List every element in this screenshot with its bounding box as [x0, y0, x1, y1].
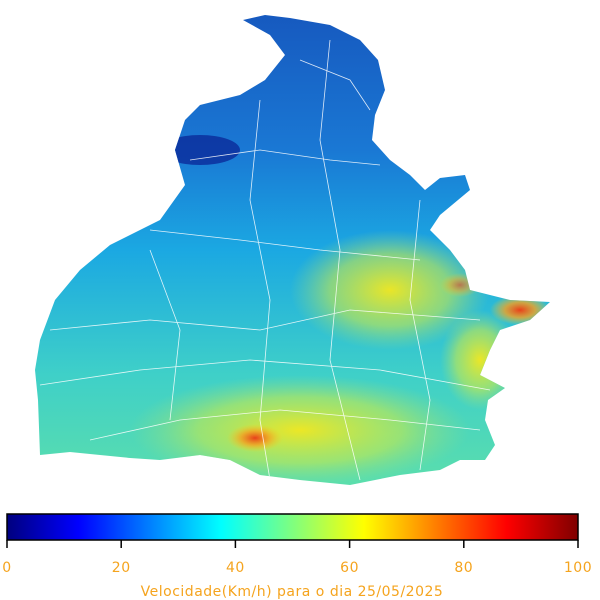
colorbar-tick-label: 40: [226, 560, 245, 576]
colorbar-tick-label: 100: [564, 560, 592, 576]
colorbar-tick-label: 20: [112, 560, 131, 576]
colorbar-label: Velocidade(Km/h) para o dia 25/05/2025: [141, 584, 444, 600]
wind-map: [35, 15, 550, 485]
colorbar-tick-label: 0: [2, 560, 11, 576]
colorbar-tick-label: 80: [454, 560, 473, 576]
colorbar-gradient: [6, 513, 579, 541]
colorbar-tick-label: 60: [340, 560, 359, 576]
colorbar: 0 20 40 60 80 100: [2, 513, 592, 576]
